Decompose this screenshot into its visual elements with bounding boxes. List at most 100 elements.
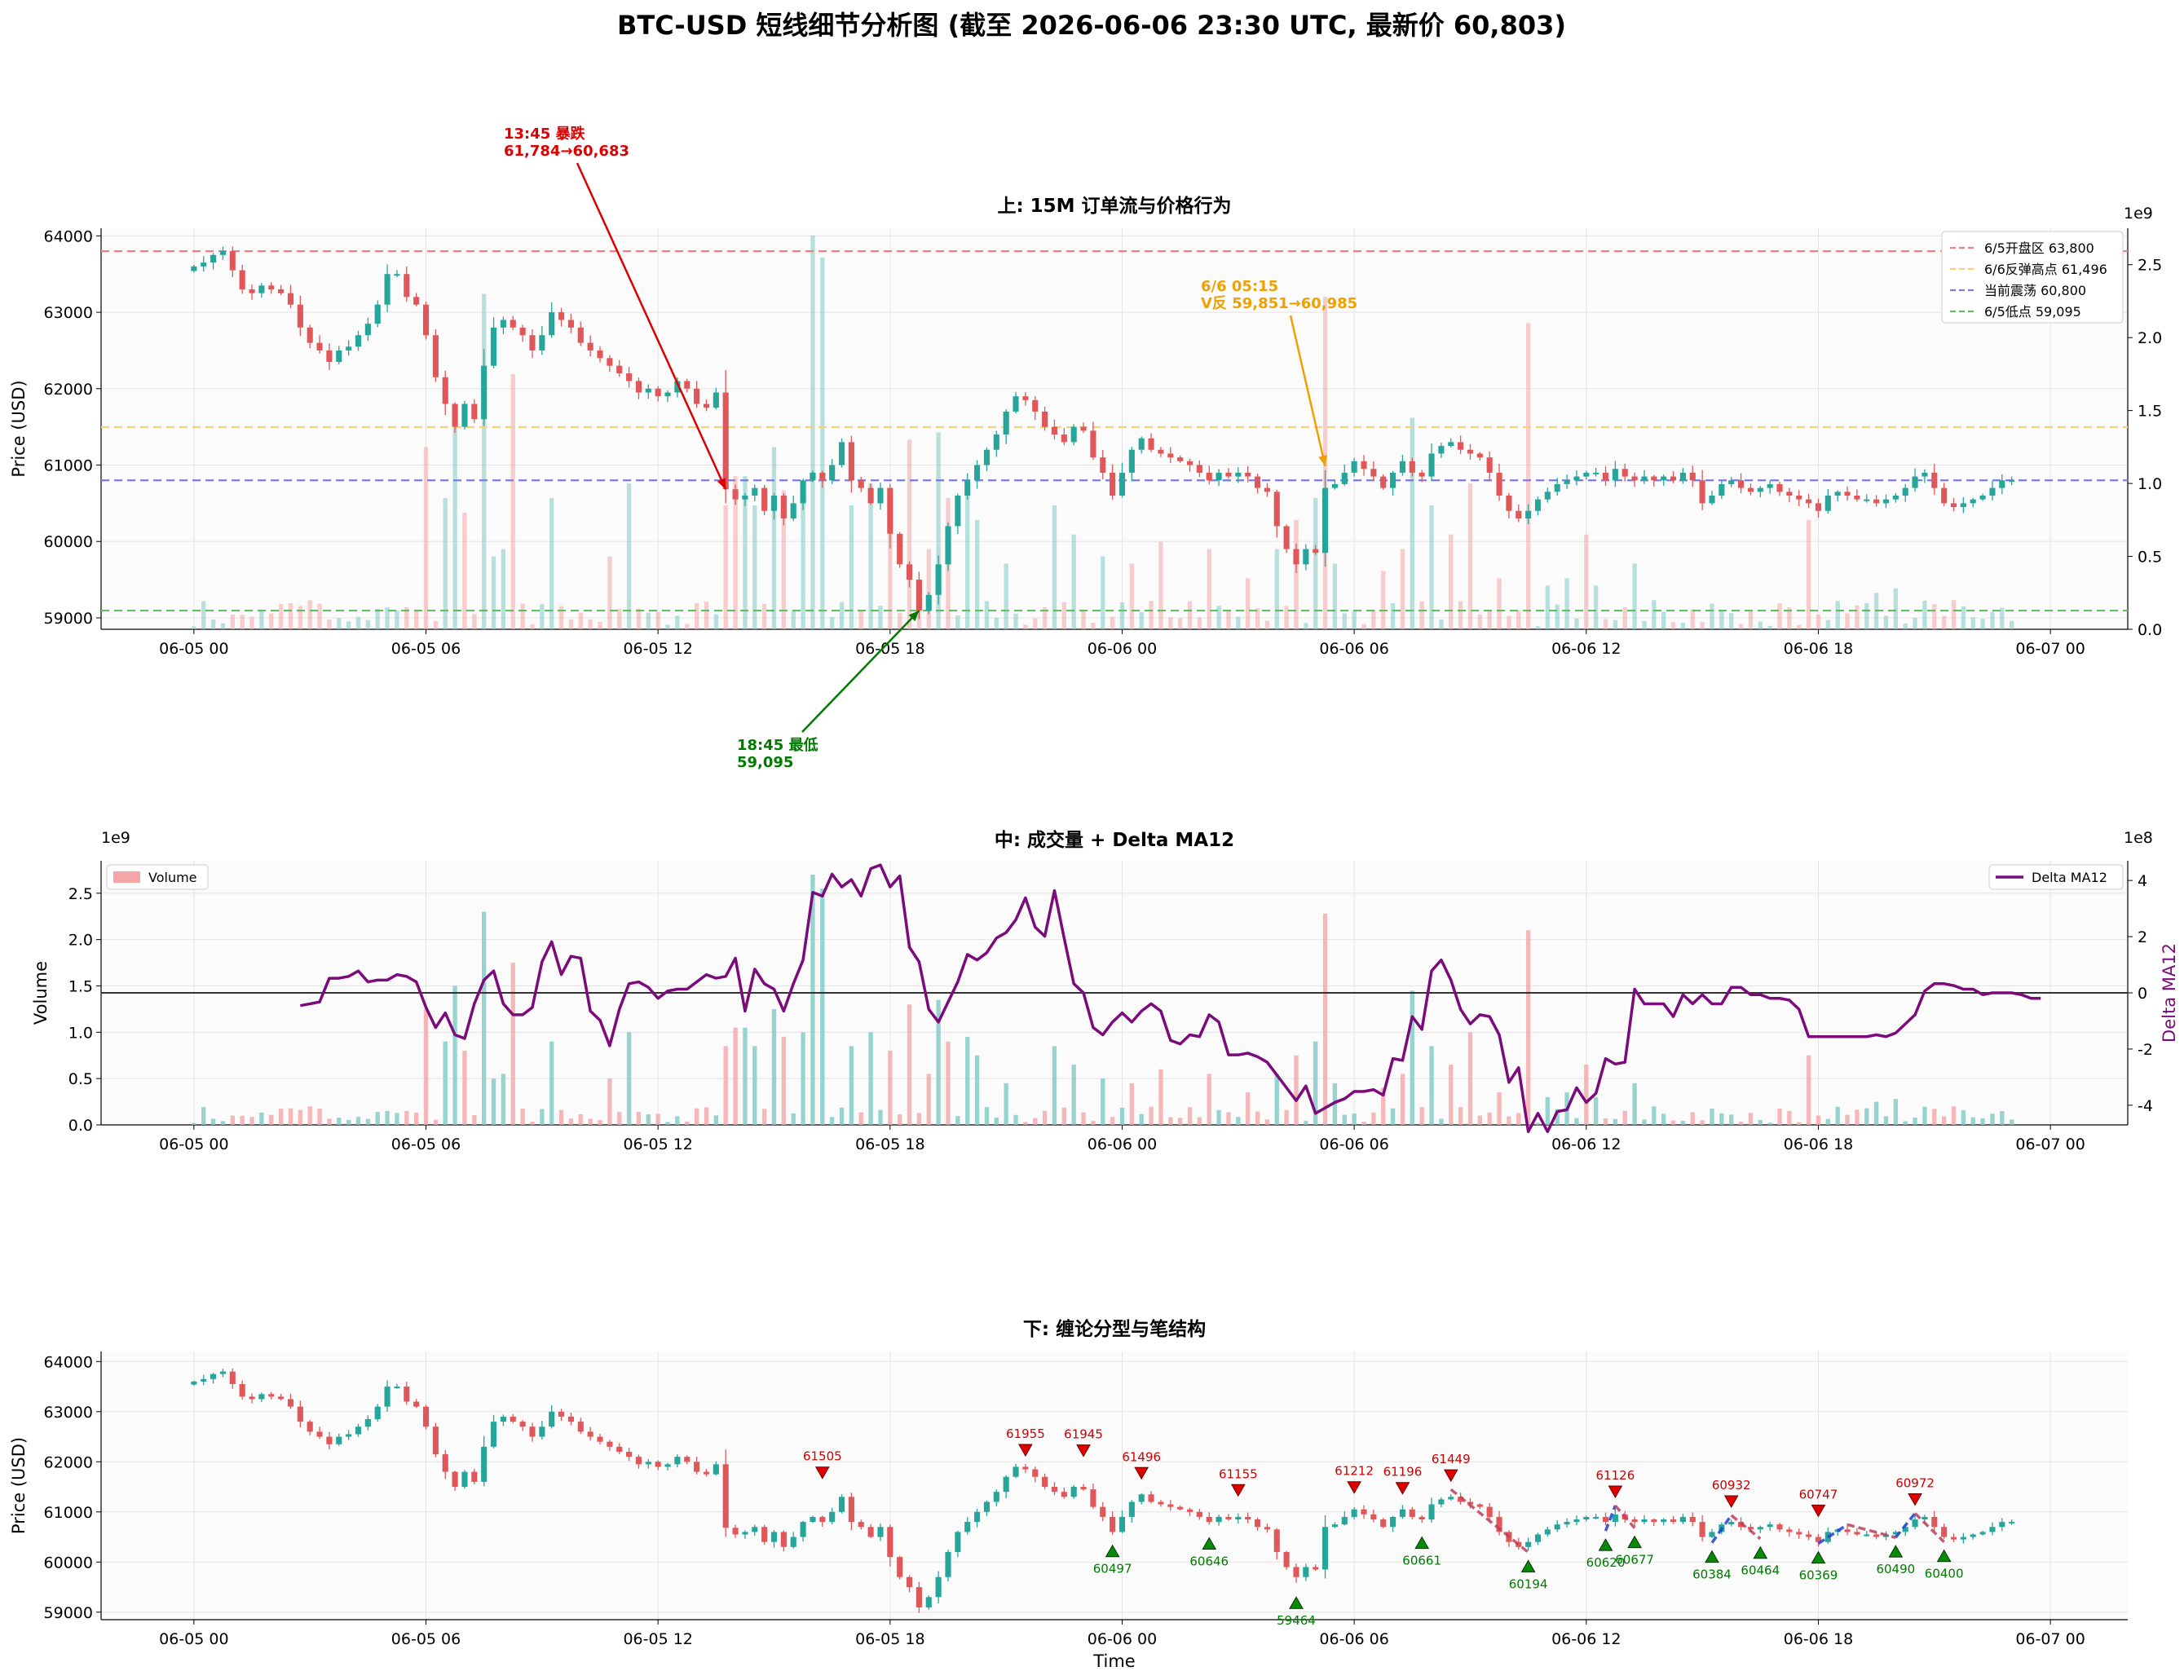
volume-bar-overlay [337, 618, 342, 629]
volume-bar-overlay [269, 613, 274, 629]
volume-bar [1042, 1110, 1048, 1125]
candle-body [1167, 1504, 1174, 1507]
volume-bar-overlay [1661, 611, 1666, 629]
volume-bar-overlay [1516, 611, 1521, 629]
top-fractal-marker [814, 1466, 830, 1479]
volume-bar [1941, 1116, 1947, 1125]
candle-body [268, 1394, 275, 1397]
volume-bar-overlay [1835, 601, 1840, 629]
candle-body [326, 1436, 333, 1444]
volume-bar [1642, 1119, 1647, 1125]
candle-body [1525, 510, 1532, 519]
candle-body [1458, 1497, 1464, 1502]
candle-body [201, 262, 207, 267]
annotation-arrow [576, 162, 727, 490]
candle-body [867, 1527, 874, 1537]
volume-bar-overlay [1255, 608, 1260, 629]
candle-body [722, 1464, 729, 1528]
candle-body [1699, 1522, 1705, 1537]
volume-bar [1304, 1121, 1308, 1125]
candle-body [684, 1457, 690, 1462]
candle-body [810, 472, 816, 481]
candle-body [1022, 396, 1029, 400]
volume-bar [1101, 1078, 1105, 1125]
volume-bar-overlay [1042, 606, 1048, 629]
bottom-fractal-label: 60677 [1615, 1553, 1654, 1568]
candle-body [713, 1464, 719, 1475]
candle-body [229, 1371, 236, 1384]
candle-body [1767, 1524, 1773, 1528]
candle-body [770, 496, 778, 511]
candle-body [1351, 461, 1357, 473]
candle-body [1216, 472, 1222, 481]
volume-bar [1970, 1117, 1975, 1125]
top-fractal-marker [1443, 1469, 1458, 1483]
volume-bar [1516, 1113, 1521, 1125]
volume-bar [1855, 1109, 1860, 1125]
candle-body [829, 1511, 836, 1523]
x-tick-label: 06-06 18 [1784, 1630, 1853, 1648]
volume-bar-overlay [433, 620, 439, 629]
volume-bar-overlay [395, 611, 399, 629]
candle-body [1873, 1534, 1880, 1537]
volume-bar [781, 1037, 787, 1125]
candle-body [567, 1416, 574, 1422]
bottom-fractal-marker [1936, 1549, 1952, 1563]
y-tick-label: 59000 [44, 1604, 93, 1622]
candle-body [906, 564, 913, 580]
candle-body [1776, 1524, 1783, 1530]
volume-bar [298, 1109, 302, 1125]
volume-bar-overlay [1738, 624, 1744, 629]
volume-bar [1052, 1046, 1057, 1125]
candle-body [1564, 480, 1570, 484]
volume-bar-overlay [201, 601, 206, 629]
candle-body [1370, 469, 1377, 477]
volume-bar-overlay [636, 608, 642, 629]
candle-body [867, 487, 874, 504]
volume-bar-overlay [752, 505, 757, 629]
volume-bar-overlay [1371, 610, 1376, 629]
y-axis-label: Price (USD) [9, 1437, 29, 1534]
candle-body [1806, 1534, 1812, 1537]
volume-bar [1700, 1120, 1705, 1125]
candle-body [1516, 1541, 1522, 1547]
volume-bar [1835, 1106, 1840, 1125]
volume-bar [1719, 1113, 1724, 1125]
volume-bar [1246, 1092, 1251, 1125]
volume-bar-overlay [1574, 618, 1579, 629]
candle-body [2009, 479, 2015, 482]
volume-bar-overlay [385, 607, 390, 629]
candle-body [1796, 496, 1802, 500]
volume-bar [965, 1037, 970, 1125]
volume-bar-overlay [2000, 607, 2005, 629]
candle-body [848, 1497, 854, 1523]
volume-bar-overlay [723, 505, 728, 629]
candle-body [567, 320, 574, 328]
bottom-panel-chan-fractals: 59000 60000 61000 62000 63000 64000 06-05 00 06… [9, 1318, 2128, 1671]
candle-body [1254, 476, 1261, 488]
legend-top: 6/5开盘区 63,800 6/6反弹高点 61,496 当前震荡 60,800 6/… [1941, 231, 2124, 324]
volume-bar [472, 1115, 477, 1125]
candle-body [664, 1464, 671, 1467]
volume-bar [1622, 1110, 1627, 1125]
candle-body [800, 480, 806, 504]
volume-bar-overlay [626, 483, 632, 629]
candle-body [1670, 476, 1677, 481]
x-tick-label: 06-06 06 [1319, 1630, 1388, 1648]
y-tick-label: 0.0 [68, 1117, 93, 1135]
volume-bar [375, 1112, 380, 1125]
volume-bar [1313, 1041, 1318, 1125]
volume-bar [1439, 1118, 1444, 1125]
volume-bar [1507, 1116, 1511, 1125]
volume-bar-overlay [1158, 541, 1163, 629]
volume-bar-overlay [210, 620, 216, 629]
volume-bar-overlay [1497, 578, 1502, 629]
top-fractal-label: 60932 [1712, 1478, 1751, 1493]
candle-body [1331, 1524, 1338, 1528]
candle-body [239, 270, 245, 289]
candle-body [935, 1576, 942, 1598]
volume-bar-overlay [694, 603, 699, 629]
volume-bar [1710, 1108, 1714, 1125]
candle-body [413, 1401, 420, 1407]
candle-body [752, 1527, 758, 1532]
